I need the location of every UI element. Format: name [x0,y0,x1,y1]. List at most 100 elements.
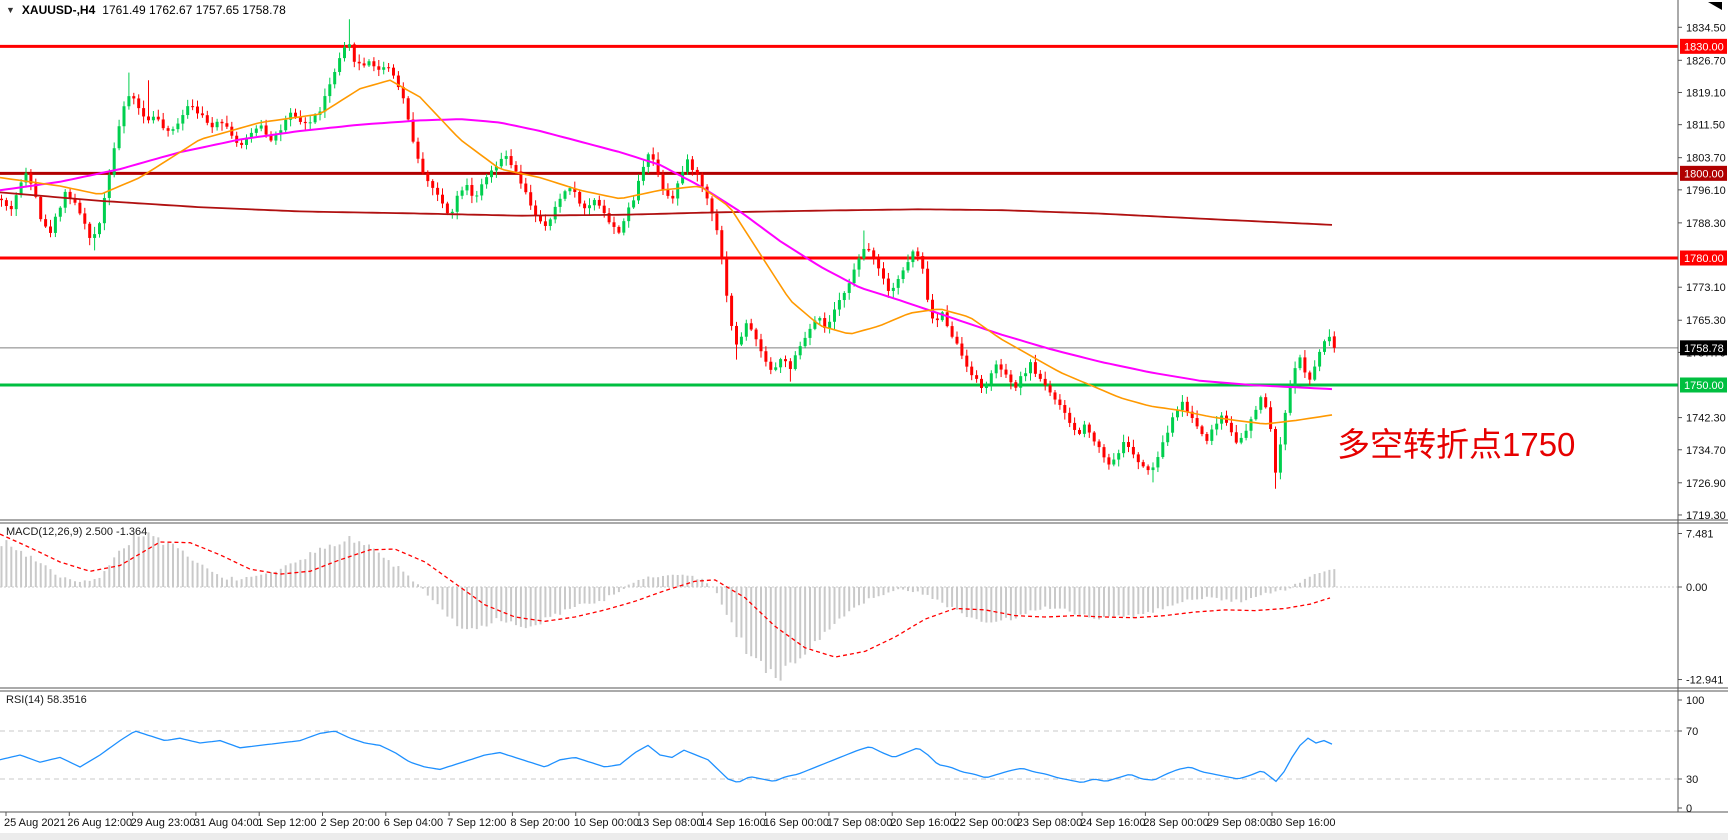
rsi-tick-label: 30 [1686,774,1698,786]
candle-body [754,329,758,340]
candle-body [1009,374,1013,383]
time-tick-label: 7 Sep 12:00 [447,817,506,829]
chevron-down-icon[interactable]: ▼ [6,4,15,15]
candle-body [436,187,440,195]
candle-body [176,123,180,130]
time-tick-label: 25 Aug 2021 [4,817,66,829]
candle-body [867,248,871,251]
candle-body [676,183,680,199]
candle-body [1318,351,1322,367]
time-tick-label: 26 Aug 12:00 [67,817,132,829]
rsi-tick-label: 100 [1686,695,1704,707]
candle-body [632,200,636,208]
candle-body [107,174,111,198]
candle-body [1107,457,1111,465]
candle-body [1278,444,1282,473]
candle-body [480,184,484,196]
candle-body [744,323,748,337]
candle-body [1313,366,1317,380]
time-tick-label: 14 Sep 16:00 [700,817,765,829]
candle-body [504,156,508,159]
candle-body [553,206,557,220]
price-badge-label: 1830.00 [1684,41,1724,53]
candle-body [1058,399,1062,406]
candle-body [406,98,410,120]
candle-body [578,191,582,204]
price-tick-label: 1788.30 [1686,218,1726,230]
candle-body [617,226,621,233]
candle-body [1131,446,1135,455]
candle-body [460,190,464,196]
candle-body [1141,462,1145,467]
candle-body [1146,466,1150,471]
candle-body [1097,441,1101,448]
candle-body [656,159,660,175]
candle-body [720,230,724,259]
time-tick-label: 23 Sep 08:00 [1017,817,1082,829]
time-tick-label: 31 Aug 04:00 [194,817,259,829]
price-tick-label: 1803.70 [1686,153,1726,165]
candle-body [539,215,542,222]
candle-body [1029,362,1032,374]
candle-body [1053,392,1057,400]
candle-body [171,129,175,131]
price-badge [1680,38,1727,54]
time-tick-label: 17 Sep 08:00 [827,817,892,829]
candle-body [63,191,67,208]
candle-body [186,106,190,116]
candle-body [401,87,405,99]
candle-body [14,195,18,210]
candle-body [710,198,714,214]
candle-body [896,279,900,288]
candle-body [333,71,337,85]
candle-body [4,200,8,206]
candle-body [220,121,224,124]
candle-body [735,325,738,345]
macd-signal-line [0,533,1331,658]
candle-body [298,116,302,122]
candle-body [1043,378,1047,386]
candle-body [387,67,391,69]
candle-body [1092,432,1096,442]
candle-body [1033,362,1037,374]
price-badge-label: 1800.00 [1684,168,1724,180]
candle-body [1283,412,1287,445]
price-axis[interactable]: 1834.50 1826.70 1819.10 1811.50 1803.70 1796.… [1678,22,1726,815]
candle-body [347,44,351,48]
candle-body [161,119,165,129]
candle-body [828,321,832,328]
annotation-text: 多空转折点1750 [1337,426,1576,463]
candles [0,19,1336,489]
time-tick-label: 22 Sep 00:00 [954,817,1019,829]
candle-body [818,318,822,321]
candle-body [1244,430,1248,438]
candle-body [1239,437,1243,443]
candle-body [994,364,998,374]
candle-body [465,185,469,191]
candle-body [1269,407,1273,430]
time-tick-label: 1 Sep 12:00 [257,817,316,829]
candle-body [700,174,704,187]
candle-body [965,355,969,367]
candle-body [588,205,591,209]
candle-body [245,137,248,145]
price-tick-label: 1742.30 [1686,413,1726,425]
candle-body [519,171,523,184]
candle-body [1156,457,1160,468]
candle-body [882,268,885,279]
candle-body [24,173,28,183]
candle-body [1288,386,1292,413]
candle-body [1298,357,1302,369]
candle-body [857,258,861,270]
candle-body [690,159,694,170]
chart-shift-marker[interactable] [1708,2,1722,10]
candle-body [382,67,386,70]
candle-body [989,373,993,384]
candle-body [798,346,802,356]
candle-body [343,47,346,59]
price-tick-label: 1826.70 [1686,55,1726,67]
candle-body [1254,409,1258,420]
candle-body [651,154,655,160]
